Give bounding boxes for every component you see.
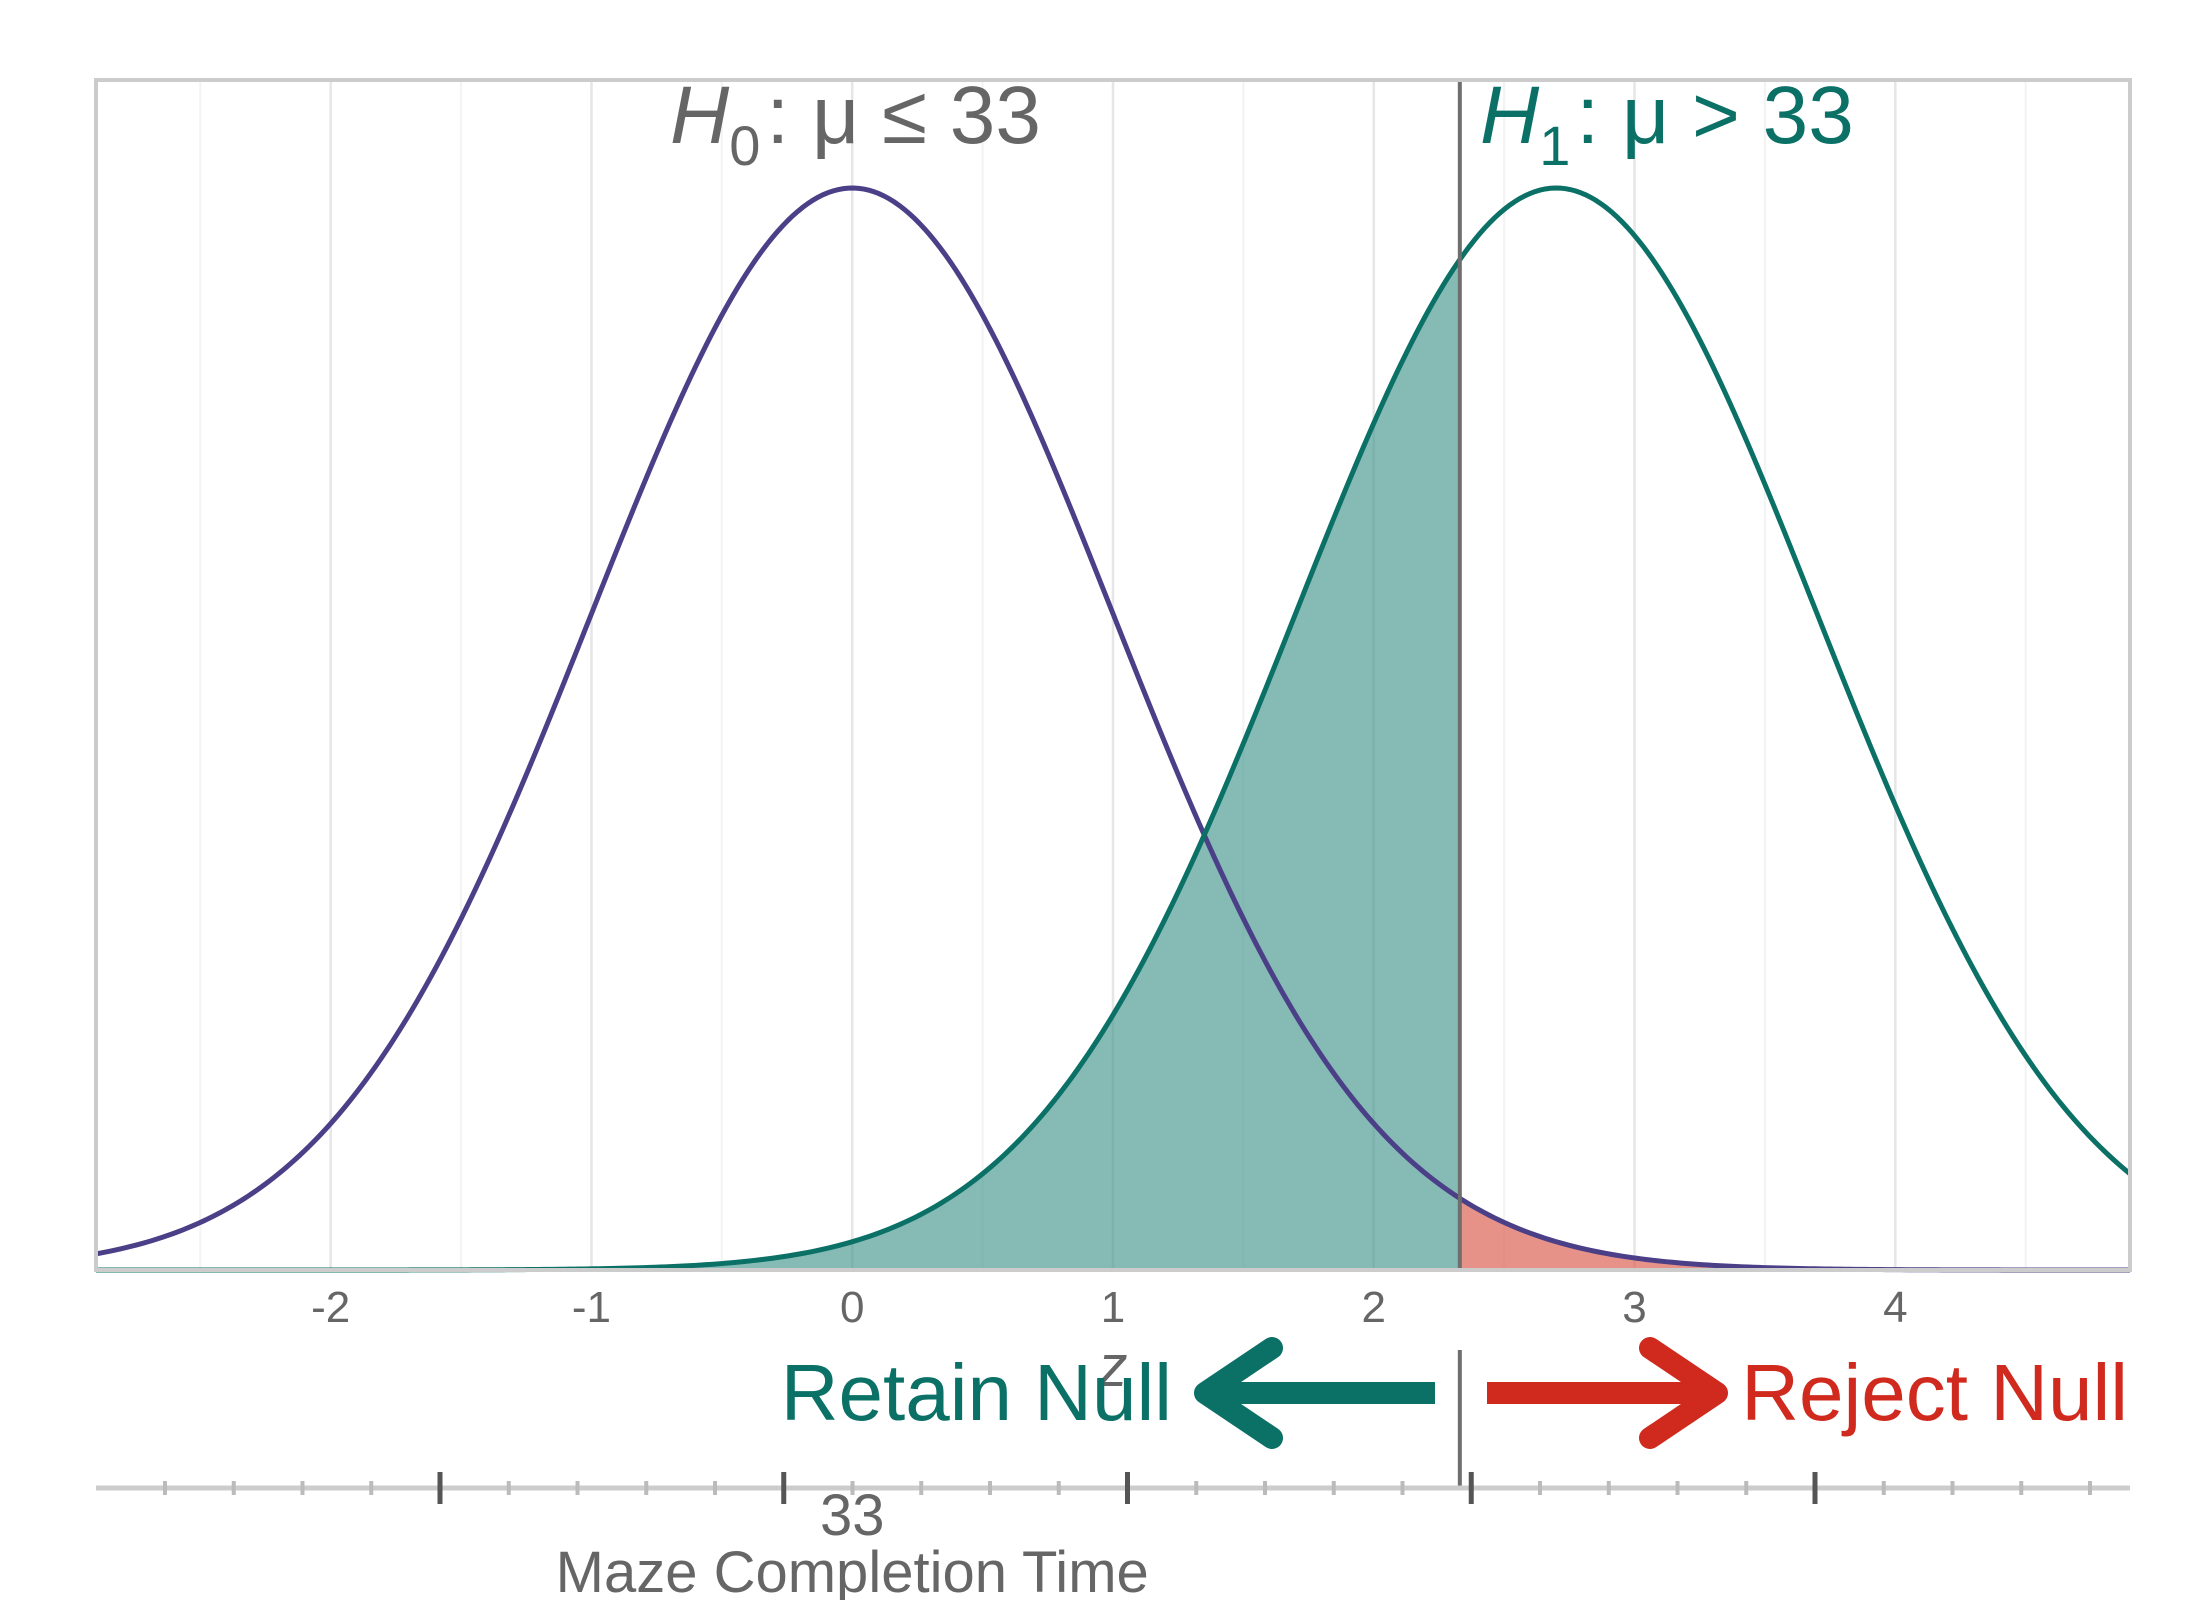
retain-null-label: Retain Null (781, 1348, 1172, 1437)
x-tick-label: 2 (1362, 1283, 1386, 1332)
secondary-axis-tick-label: 33 (820, 1483, 885, 1548)
secondary-axis-label: Maze Completion Time (556, 1540, 1149, 1600)
h0-hypothesis-label: H0: μ ≤ 33 (670, 70, 1041, 177)
h1-relation: : μ > 33 (1576, 70, 1853, 161)
reject-null-label: Reject Null (1741, 1348, 2128, 1437)
h1-subscript: 1 (1539, 114, 1570, 177)
secondary-axis (96, 1472, 2130, 1504)
shaded-region-h0 (1459, 1198, 2130, 1270)
x-tick-label: -1 (572, 1283, 611, 1332)
reject-arrow-icon (1487, 1337, 1728, 1449)
fill-layer (96, 259, 2130, 1271)
x-axis-label: z (1098, 1334, 1128, 1399)
plot-border (94, 78, 2132, 1272)
x-tick-label: 3 (1622, 1283, 1646, 1332)
x-tick-label: 1 (1101, 1283, 1125, 1332)
h1-hypothesis-label: H1: μ > 33 (1480, 70, 1854, 177)
x-tick-label: 0 (840, 1283, 864, 1332)
shaded-region-h1 (96, 259, 1460, 1271)
x-tick-labels: -2 -1 0 1 2 3 4 (311, 1283, 1907, 1332)
h0-relation: : μ ≤ 33 (766, 70, 1041, 161)
x-tick-label: 4 (1883, 1283, 1907, 1332)
x-tick-label: -2 (311, 1283, 350, 1332)
retain-arrow-head (1194, 1337, 1283, 1449)
h0-symbol: H (670, 70, 730, 161)
h0-subscript: 0 (729, 114, 760, 177)
retain-arrow-icon (1194, 1337, 1435, 1449)
h1-symbol: H (1480, 70, 1540, 161)
reject-arrow-head (1639, 1337, 1728, 1449)
